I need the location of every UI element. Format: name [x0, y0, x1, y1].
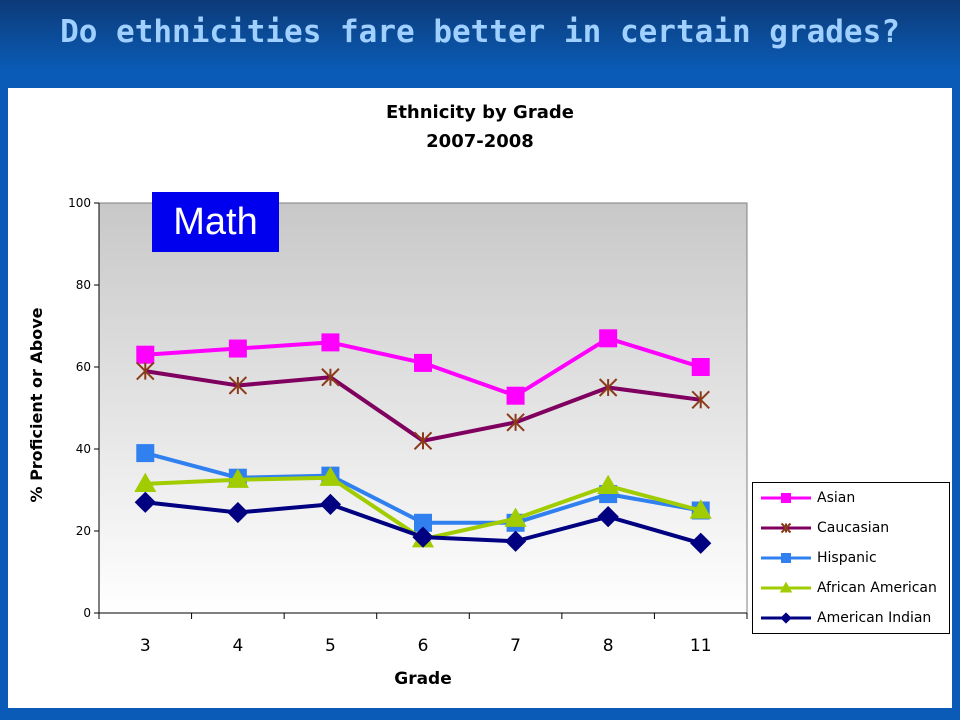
x-tick-label: 6	[418, 636, 429, 656]
y-tick-label: 80	[76, 278, 91, 292]
legend-item-hispanic: Hispanic	[759, 547, 949, 569]
data-point-american-indian	[597, 506, 619, 528]
data-point-african-american	[134, 472, 157, 492]
chart-subtitle: 2007-2008	[426, 131, 534, 152]
data-point-american-indian	[134, 491, 156, 513]
legend-label: Caucasian	[817, 520, 890, 536]
y-axis-label: % Proficient or Above	[27, 307, 46, 502]
data-point-asian	[414, 353, 432, 372]
data-point-asian	[691, 358, 710, 376]
data-point-caucasian	[136, 361, 155, 381]
data-point-african-american	[689, 499, 712, 519]
plot-area	[98, 202, 748, 614]
legend-swatch-marker	[781, 553, 791, 563]
legend-label: American Indian	[817, 610, 932, 626]
x-tick-label: 8	[603, 636, 614, 656]
legend-item-american-indian: American Indian	[759, 607, 949, 629]
data-point-caucasian	[228, 376, 248, 395]
data-point-american-indian	[504, 530, 527, 552]
y-tick-label: 20	[76, 524, 91, 538]
y-tick-label: 100	[68, 196, 91, 210]
legend-item-asian: Asian	[759, 487, 949, 509]
x-tick-label: 4	[232, 636, 243, 656]
subject-label: Math	[152, 192, 279, 252]
legend-swatch-marker	[779, 581, 793, 593]
y-tick-label: 60	[76, 360, 91, 374]
x-tick-label: 7	[510, 636, 521, 656]
data-point-african-american	[597, 474, 620, 495]
legend-swatch	[761, 581, 811, 593]
x-axis-label: Grade	[394, 669, 452, 689]
data-point-african-american	[226, 468, 249, 488]
chart-legend: Asian Caucasian Hispanic African American Am…	[752, 482, 950, 634]
legend-item-caucasian: Caucasian	[759, 517, 949, 539]
data-point-american-indian	[319, 493, 342, 515]
data-point-american-indian	[690, 532, 712, 554]
data-point-african-american	[504, 507, 527, 527]
data-point-caucasian	[691, 390, 710, 410]
data-point-caucasian	[598, 378, 618, 397]
data-point-african-american	[319, 466, 342, 486]
axes: 0 20 40 60 80 100 3 4 5 6 7 8 11	[68, 196, 748, 656]
legend-label: African American	[817, 580, 937, 596]
data-point-asian	[599, 329, 618, 348]
x-tick-label: 3	[140, 636, 151, 656]
data-point-caucasian	[321, 368, 340, 387]
data-point-asian	[228, 339, 247, 358]
data-point-asian	[321, 333, 340, 352]
legend-swatch	[761, 493, 811, 503]
data-point-hispanic	[136, 444, 155, 463]
chart-title: Ethnicity by Grade	[386, 102, 574, 123]
legend-label: Hispanic	[817, 550, 877, 566]
series-lines	[134, 329, 712, 554]
data-point-asian	[136, 345, 155, 364]
data-point-american-indian	[227, 501, 249, 524]
x-tick-label: 11	[690, 636, 712, 656]
legend-item-african-american: African American	[759, 577, 949, 599]
data-point-caucasian	[413, 431, 433, 451]
legend-swatch	[761, 553, 811, 563]
y-tick-label: 40	[76, 442, 91, 456]
legend-swatch-marker	[781, 493, 791, 503]
slide-header	[0, 0, 960, 72]
legend-swatch-marker	[780, 612, 792, 624]
legend-swatch	[761, 612, 811, 624]
slide-title: Do ethnicities fare better in certain gr…	[60, 14, 900, 50]
legend-swatch-marker	[780, 522, 792, 534]
y-tick-label: 0	[83, 606, 91, 620]
legend-label: Asian	[817, 490, 856, 506]
x-tick-label: 5	[325, 636, 336, 656]
legend-swatch	[761, 522, 811, 534]
data-point-asian	[506, 386, 525, 405]
data-point-caucasian	[506, 413, 525, 432]
data-point-american-indian	[412, 526, 434, 548]
